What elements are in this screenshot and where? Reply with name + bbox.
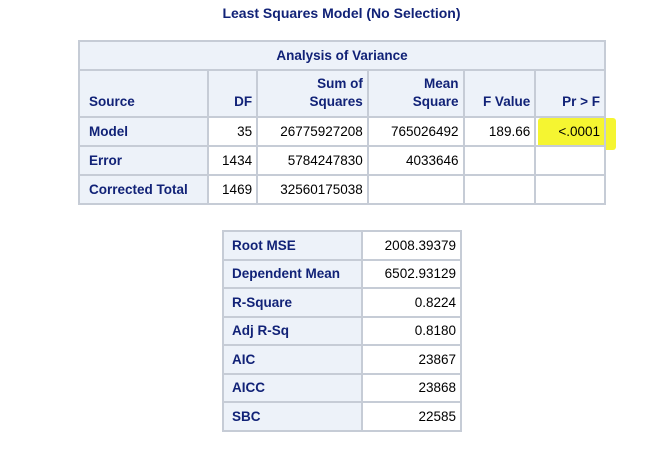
fit-label: AIC [222, 344, 363, 375]
fit-value: 23868 [361, 372, 462, 403]
cell-pr-f [534, 145, 606, 176]
table-row: Root MSE 2008.39379 [222, 230, 462, 261]
fit-value: 2008.39379 [361, 230, 462, 261]
fit-label: Root MSE [222, 230, 363, 261]
col-header-sum-of-squares: Sum of Squares [256, 69, 369, 118]
fit-label: Dependent Mean [222, 258, 363, 289]
fit-statistics-table: Root MSE 2008.39379 Dependent Mean 6502.… [222, 230, 462, 432]
fit-value: 6502.93129 [361, 258, 462, 289]
cell-df: 1434 [207, 145, 259, 176]
cell-f-value [462, 174, 537, 205]
table-row: AIC 23867 [222, 344, 462, 375]
cell-pr-f [534, 174, 606, 205]
anova-table: Analysis of Variance Source DF Sum of Squ… [77, 40, 606, 205]
fit-value: 0.8180 [361, 315, 462, 346]
table-row: SBC 22585 [222, 401, 462, 432]
cell-sum-of-squares: 32560175038 [256, 174, 369, 205]
cell-mean-square: 765026492 [366, 116, 465, 147]
fit-value: 23867 [361, 344, 462, 375]
anova-caption: Analysis of Variance [78, 40, 606, 71]
cell-f-value: 189.66 [462, 116, 537, 147]
col-header-pr-f: Pr > F [534, 69, 606, 118]
table-row: R-Square 0.8224 [222, 287, 462, 318]
cell-f-value [462, 145, 537, 176]
table-row: AICC 23868 [222, 372, 462, 403]
fit-label: SBC [222, 401, 363, 432]
table-row: Dependent Mean 6502.93129 [222, 258, 462, 289]
page-title: Least Squares Model (No Selection) [222, 5, 461, 21]
fit-label: R-Square [222, 287, 363, 318]
cell-sum-of-squares: 5784247830 [256, 145, 369, 176]
row-header-source: Model [77, 116, 210, 147]
fit-label: AICC [222, 372, 363, 403]
cell-sum-of-squares: 26775927208 [256, 116, 369, 147]
col-header-f-value: F Value [462, 69, 537, 118]
cell-pr-f: <.0001 [534, 116, 606, 147]
row-header-source: Corrected Total [77, 174, 210, 205]
col-header-source: Source [77, 69, 210, 118]
fit-value: 22585 [361, 401, 462, 432]
col-header-mean-square: Mean Square [366, 69, 465, 118]
cell-df: 35 [207, 116, 259, 147]
col-header-df: DF [207, 69, 259, 118]
cell-df: 1469 [207, 174, 259, 205]
cell-mean-square [366, 174, 465, 205]
row-header-source: Error [77, 145, 210, 176]
table-row: Error 1434 5784247830 4033646 [77, 145, 606, 176]
table-row: Corrected Total 1469 32560175038 [77, 174, 606, 205]
fit-value: 0.8224 [361, 287, 462, 318]
table-row: Model 35 26775927208 765026492 189.66 <.… [77, 116, 606, 147]
fit-label: Adj R-Sq [222, 315, 363, 346]
table-row: Adj R-Sq 0.8180 [222, 315, 462, 346]
cell-mean-square: 4033646 [366, 145, 465, 176]
